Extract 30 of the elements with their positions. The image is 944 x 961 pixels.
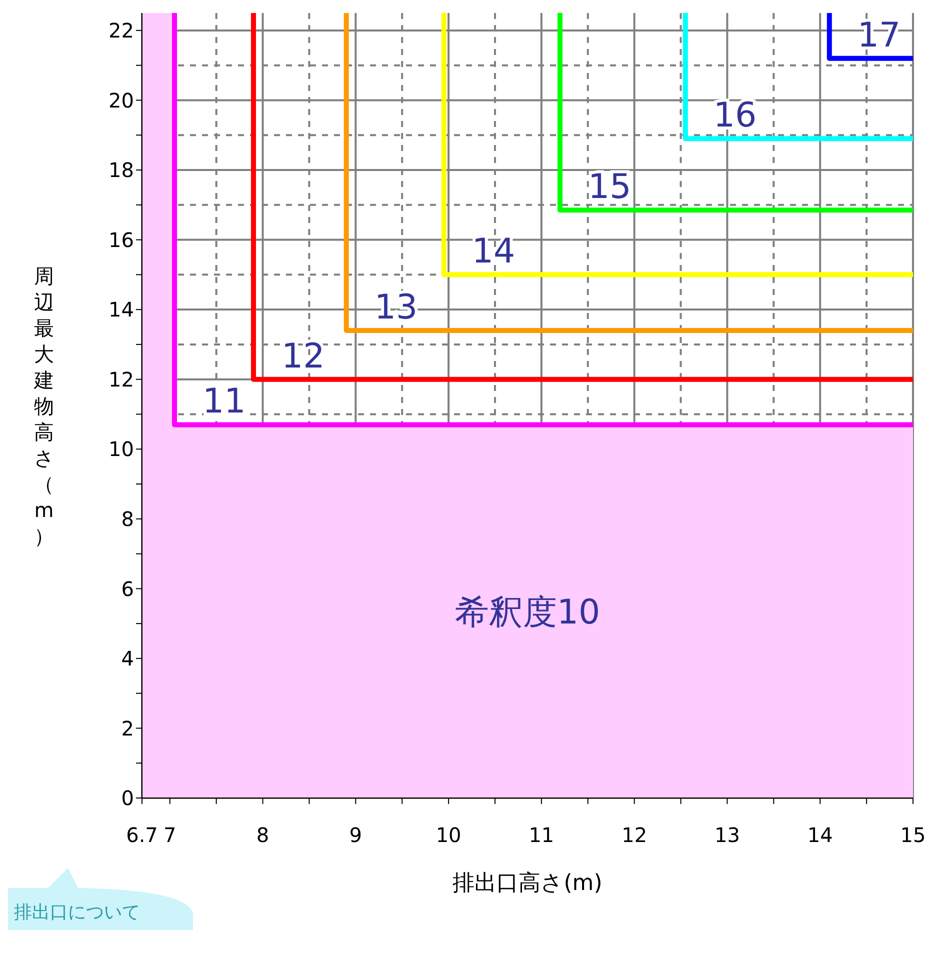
text: 排出口について xyxy=(14,901,140,924)
y-tick-label: 20 xyxy=(108,88,134,112)
y-tick-label: 18 xyxy=(108,158,134,182)
x-axis-title: 排出口高さ(m) xyxy=(452,871,602,896)
y-tick-label: 6 xyxy=(121,576,134,601)
y-tick-label: 8 xyxy=(121,506,134,531)
x-tick-label: 13 xyxy=(714,823,740,848)
x-tick-label: 6.7 xyxy=(126,823,158,848)
y-tick-label: 2 xyxy=(121,716,134,740)
x-tick-label: 15 xyxy=(900,823,926,848)
x-tick-label: 9 xyxy=(349,823,362,848)
band-label: 希釈度10 xyxy=(454,592,600,632)
y-tick-label: 12 xyxy=(108,367,134,392)
y-tick-label: 10 xyxy=(108,437,134,462)
x-tick-label: 14 xyxy=(807,823,833,848)
annotation: 15 xyxy=(588,167,632,208)
x-tick-label: 7 xyxy=(164,823,176,848)
y-tick-label: 16 xyxy=(108,228,134,252)
annotation: 12 xyxy=(281,336,325,376)
text: 周辺最大建物高さ（m） xyxy=(34,264,54,548)
y-tick-label: 0 xyxy=(121,786,134,810)
annotation: 11 xyxy=(202,382,246,422)
x-tick-label: 8 xyxy=(256,823,270,848)
annotation: 14 xyxy=(472,232,516,272)
x-tick-label: 12 xyxy=(622,823,648,848)
x-tick-label: 10 xyxy=(436,823,462,848)
x-tick-label: 11 xyxy=(528,823,554,848)
y-tick-label: 22 xyxy=(108,18,134,43)
y-tick-label: 14 xyxy=(108,298,134,322)
y-tick-label: 4 xyxy=(121,646,134,671)
